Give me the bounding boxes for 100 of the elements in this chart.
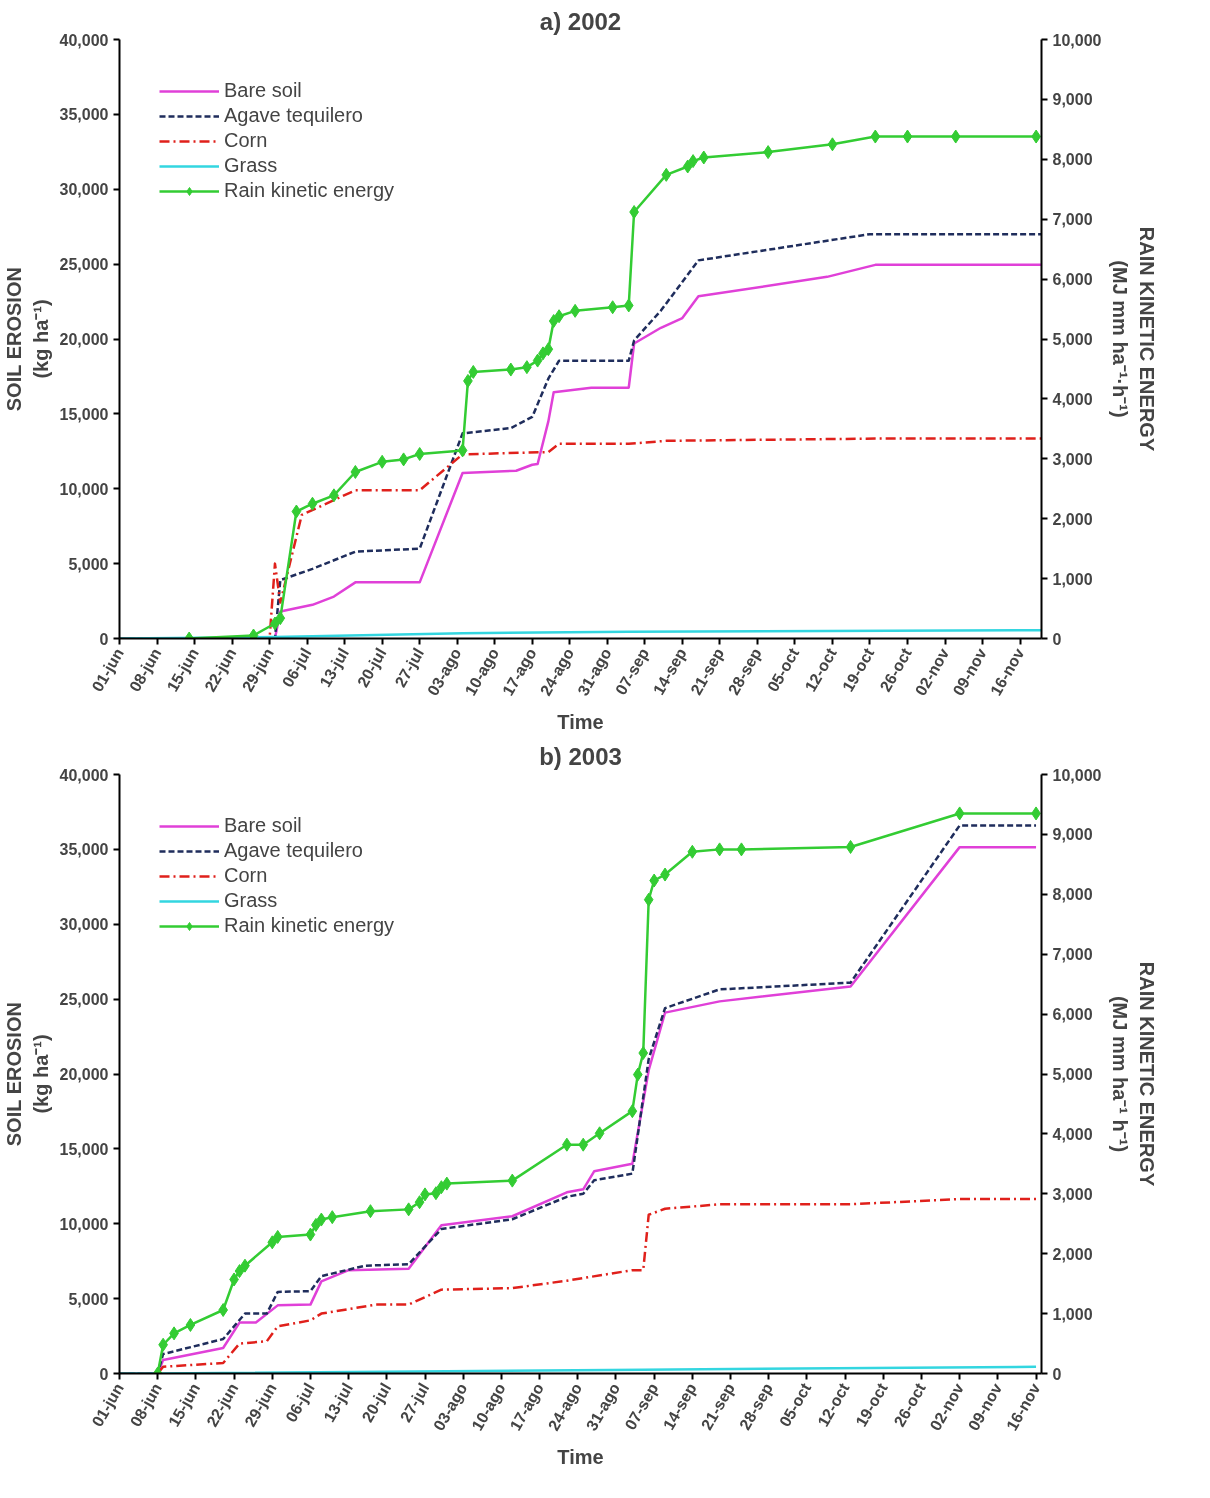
point: [623, 298, 634, 313]
legend-label: Grass: [224, 154, 278, 177]
point: [638, 1046, 649, 1061]
point: [532, 353, 543, 368]
point: [714, 842, 725, 857]
y2-tick-label: 2,000: [1052, 510, 1093, 528]
point: [687, 844, 698, 859]
point: [307, 496, 318, 511]
y-tick-label: 20,000: [59, 1066, 109, 1083]
point: [234, 1264, 245, 1279]
y-tick-label: 0: [99, 630, 109, 648]
y2-tick-label: 10,000: [1052, 31, 1102, 49]
y2-tick-label: 0: [1052, 1365, 1062, 1383]
y2-tick-label: 5,000: [1052, 331, 1093, 348]
y2-tick-label: 4,000: [1052, 390, 1093, 408]
point: [543, 342, 554, 357]
point: [736, 842, 747, 857]
y-tick-label: 25,000: [59, 991, 109, 1009]
x-axis-title: Time: [557, 1445, 604, 1468]
y2-tick-label: 1,000: [1052, 570, 1093, 588]
legend-label: Rain kinetic energy: [224, 914, 395, 937]
legend-label: Agave tequilero: [224, 839, 363, 862]
x-axis-title: Time: [557, 710, 604, 733]
point: [698, 150, 709, 165]
y-tick-label: 35,000: [59, 841, 109, 859]
y2-tick-label: 7,000: [1052, 946, 1093, 964]
y2-tick-label: 10,000: [1052, 766, 1102, 784]
point: [627, 1104, 638, 1119]
point: [661, 167, 672, 182]
point: [327, 1210, 338, 1225]
legend-label: Rain kinetic energy: [224, 179, 395, 202]
chart-title: a) 2002: [539, 7, 622, 35]
y2-tick-label: 6,000: [1052, 1006, 1093, 1024]
point: [870, 129, 881, 144]
y2-tick-label: 0: [1052, 630, 1062, 648]
y2-tick-label: 6,000: [1052, 271, 1093, 289]
point: [414, 1195, 425, 1210]
y-tick-label: 30,000: [59, 181, 109, 199]
y2-tick-label: 3,000: [1052, 1185, 1093, 1203]
point: [267, 1235, 278, 1250]
y-tick-label: 30,000: [59, 916, 109, 934]
y-tick-label: 10,000: [59, 1215, 109, 1233]
point: [272, 1229, 283, 1244]
y-axis-title: SOIL EROSION (kg ha⁻¹): [3, 1002, 52, 1147]
y2-tick-label: 7,000: [1052, 211, 1093, 229]
point: [275, 611, 286, 626]
point: [316, 1212, 327, 1227]
point: [682, 159, 693, 174]
point: [594, 1126, 605, 1141]
y-tick-label: 0: [99, 1365, 109, 1383]
y-tick-label: 40,000: [59, 31, 109, 49]
y-tick-label: 10,000: [59, 480, 109, 498]
point: [902, 129, 913, 144]
legend-label: Grass: [224, 889, 278, 912]
y2-tick-label: 4,000: [1052, 1125, 1093, 1143]
legend-label: Agave tequilero: [224, 104, 363, 127]
legend-label: Bare soil: [224, 79, 302, 102]
y2-tick-label: 3,000: [1052, 450, 1093, 468]
point: [505, 362, 516, 377]
y2-tick-label: 9,000: [1052, 91, 1093, 109]
y-tick-label: 20,000: [59, 331, 109, 348]
y-tick-label: 40,000: [59, 766, 109, 784]
y-tick-label: 15,000: [59, 1140, 109, 1158]
y2-tick-label: 1,000: [1052, 1305, 1093, 1323]
point: [468, 364, 479, 379]
y2-tick-label: 8,000: [1052, 151, 1093, 169]
point: [954, 806, 965, 821]
y-tick-label: 35,000: [59, 106, 109, 124]
y-tick-label: 25,000: [59, 256, 109, 274]
point: [457, 443, 468, 458]
point: [350, 464, 361, 479]
chart-title: b) 2003: [539, 742, 622, 770]
point: [950, 129, 961, 144]
point: [365, 1204, 376, 1219]
point: [507, 1173, 518, 1188]
y-tick-label: 15,000: [59, 405, 109, 423]
y-tick-label: 5,000: [68, 1290, 109, 1308]
y-axis-title: SOIL EROSION (kg ha⁻¹): [3, 267, 52, 412]
point: [403, 1202, 414, 1217]
legend-label: Bare soil: [224, 814, 302, 837]
y2-axis-title: RAIN KINETIC ENERGY (MJ mm ha⁻¹ h⁻¹): [1109, 961, 1158, 1187]
y2-tick-label: 5,000: [1052, 1066, 1093, 1083]
point: [185, 1317, 196, 1332]
point: [305, 1227, 316, 1242]
point: [414, 447, 425, 462]
point: [845, 839, 856, 854]
point: [827, 137, 838, 152]
point: [398, 452, 409, 467]
point: [291, 504, 302, 519]
y2-axis-title: RAIN KINETIC ENERGY (MJ mm ha⁻¹·h⁻¹): [1109, 226, 1158, 452]
y2-tick-label: 9,000: [1052, 826, 1093, 844]
y2-tick-label: 2,000: [1052, 1245, 1093, 1263]
point: [578, 1137, 589, 1152]
legend-label: Corn: [224, 864, 268, 887]
y2-tick-label: 8,000: [1052, 886, 1093, 904]
legend-label: Corn: [224, 129, 268, 152]
point: [607, 300, 618, 315]
y-tick-label: 5,000: [68, 555, 109, 573]
point: [632, 1067, 643, 1082]
point: [643, 892, 654, 907]
